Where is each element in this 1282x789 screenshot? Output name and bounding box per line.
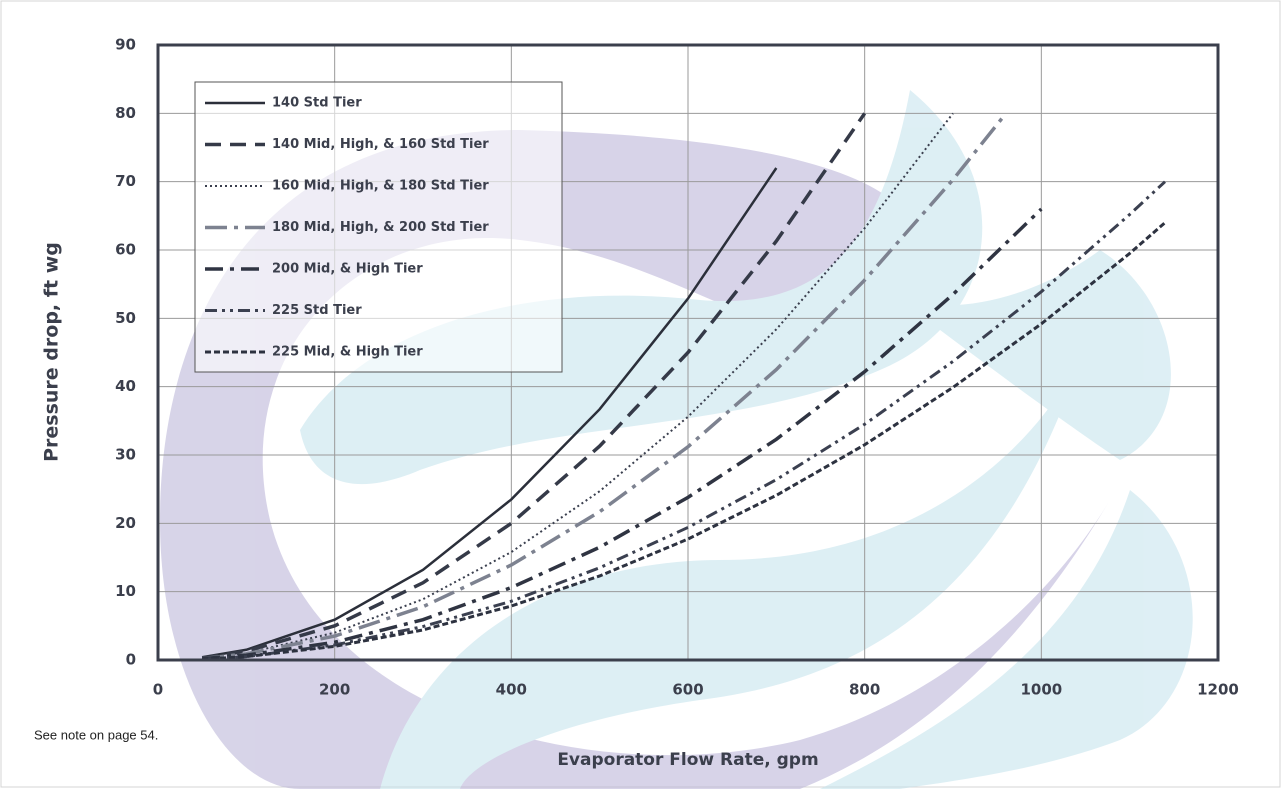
- legend-label: 180 Mid, High, & 200 Std Tier: [272, 220, 489, 235]
- y-tick-label: 90: [115, 36, 136, 54]
- x-tick-label: 1200: [1197, 681, 1239, 699]
- y-tick-label: 60: [115, 241, 136, 259]
- y-tick-label: 70: [115, 172, 136, 190]
- series-line: [202, 180, 1167, 661]
- swirl: [900, 250, 1171, 460]
- watermark: [160, 90, 1193, 789]
- series-line: [202, 221, 1166, 661]
- swirl: [300, 90, 983, 485]
- legend-label: 225 Mid, & High Tier: [272, 345, 423, 360]
- legend-label: 140 Std Tier: [272, 96, 362, 111]
- y-tick-label: 40: [115, 377, 136, 395]
- lines: [201, 112, 1167, 661]
- y-tick-label: 20: [115, 514, 136, 532]
- series-line: [202, 207, 1043, 661]
- swirl: [380, 360, 1080, 789]
- legend-label: 160 Mid, High, & 180 Std Tier: [272, 179, 489, 194]
- x-tick-label: 0: [153, 681, 163, 699]
- legend: 140 Std Tier 140 Mid, High, & 160 Std Tie…: [194, 81, 563, 373]
- series-line: [201, 167, 778, 659]
- swirl: [820, 490, 1193, 789]
- note: See note on page 54.: [34, 727, 158, 742]
- x-tick-label: 1000: [1020, 681, 1062, 699]
- legend-label: 200 Mid, & High Tier: [272, 262, 423, 277]
- y-axis-label: Pressure drop, ft wg: [41, 242, 63, 462]
- x-tick-label: 400: [496, 681, 527, 699]
- y-tick-label: 30: [115, 446, 136, 464]
- legend-label: 225 Std Tier: [272, 303, 362, 318]
- x-tick-label: 800: [849, 681, 880, 699]
- x-tick-label: 600: [672, 681, 703, 699]
- x-axis-label: Evaporator Flow Rate, gpm: [557, 750, 818, 770]
- y-tick-label: 0: [126, 651, 136, 669]
- y-tick-label: 80: [115, 104, 136, 122]
- plot-border: [156, 43, 1220, 662]
- series-line: [201, 112, 867, 660]
- x-tick-label: 200: [319, 681, 350, 699]
- y-tick-label: 10: [115, 582, 136, 600]
- legend-label: 140 Mid, High, & 160 Std Tier: [272, 137, 489, 152]
- y-tick-label: 50: [115, 309, 136, 327]
